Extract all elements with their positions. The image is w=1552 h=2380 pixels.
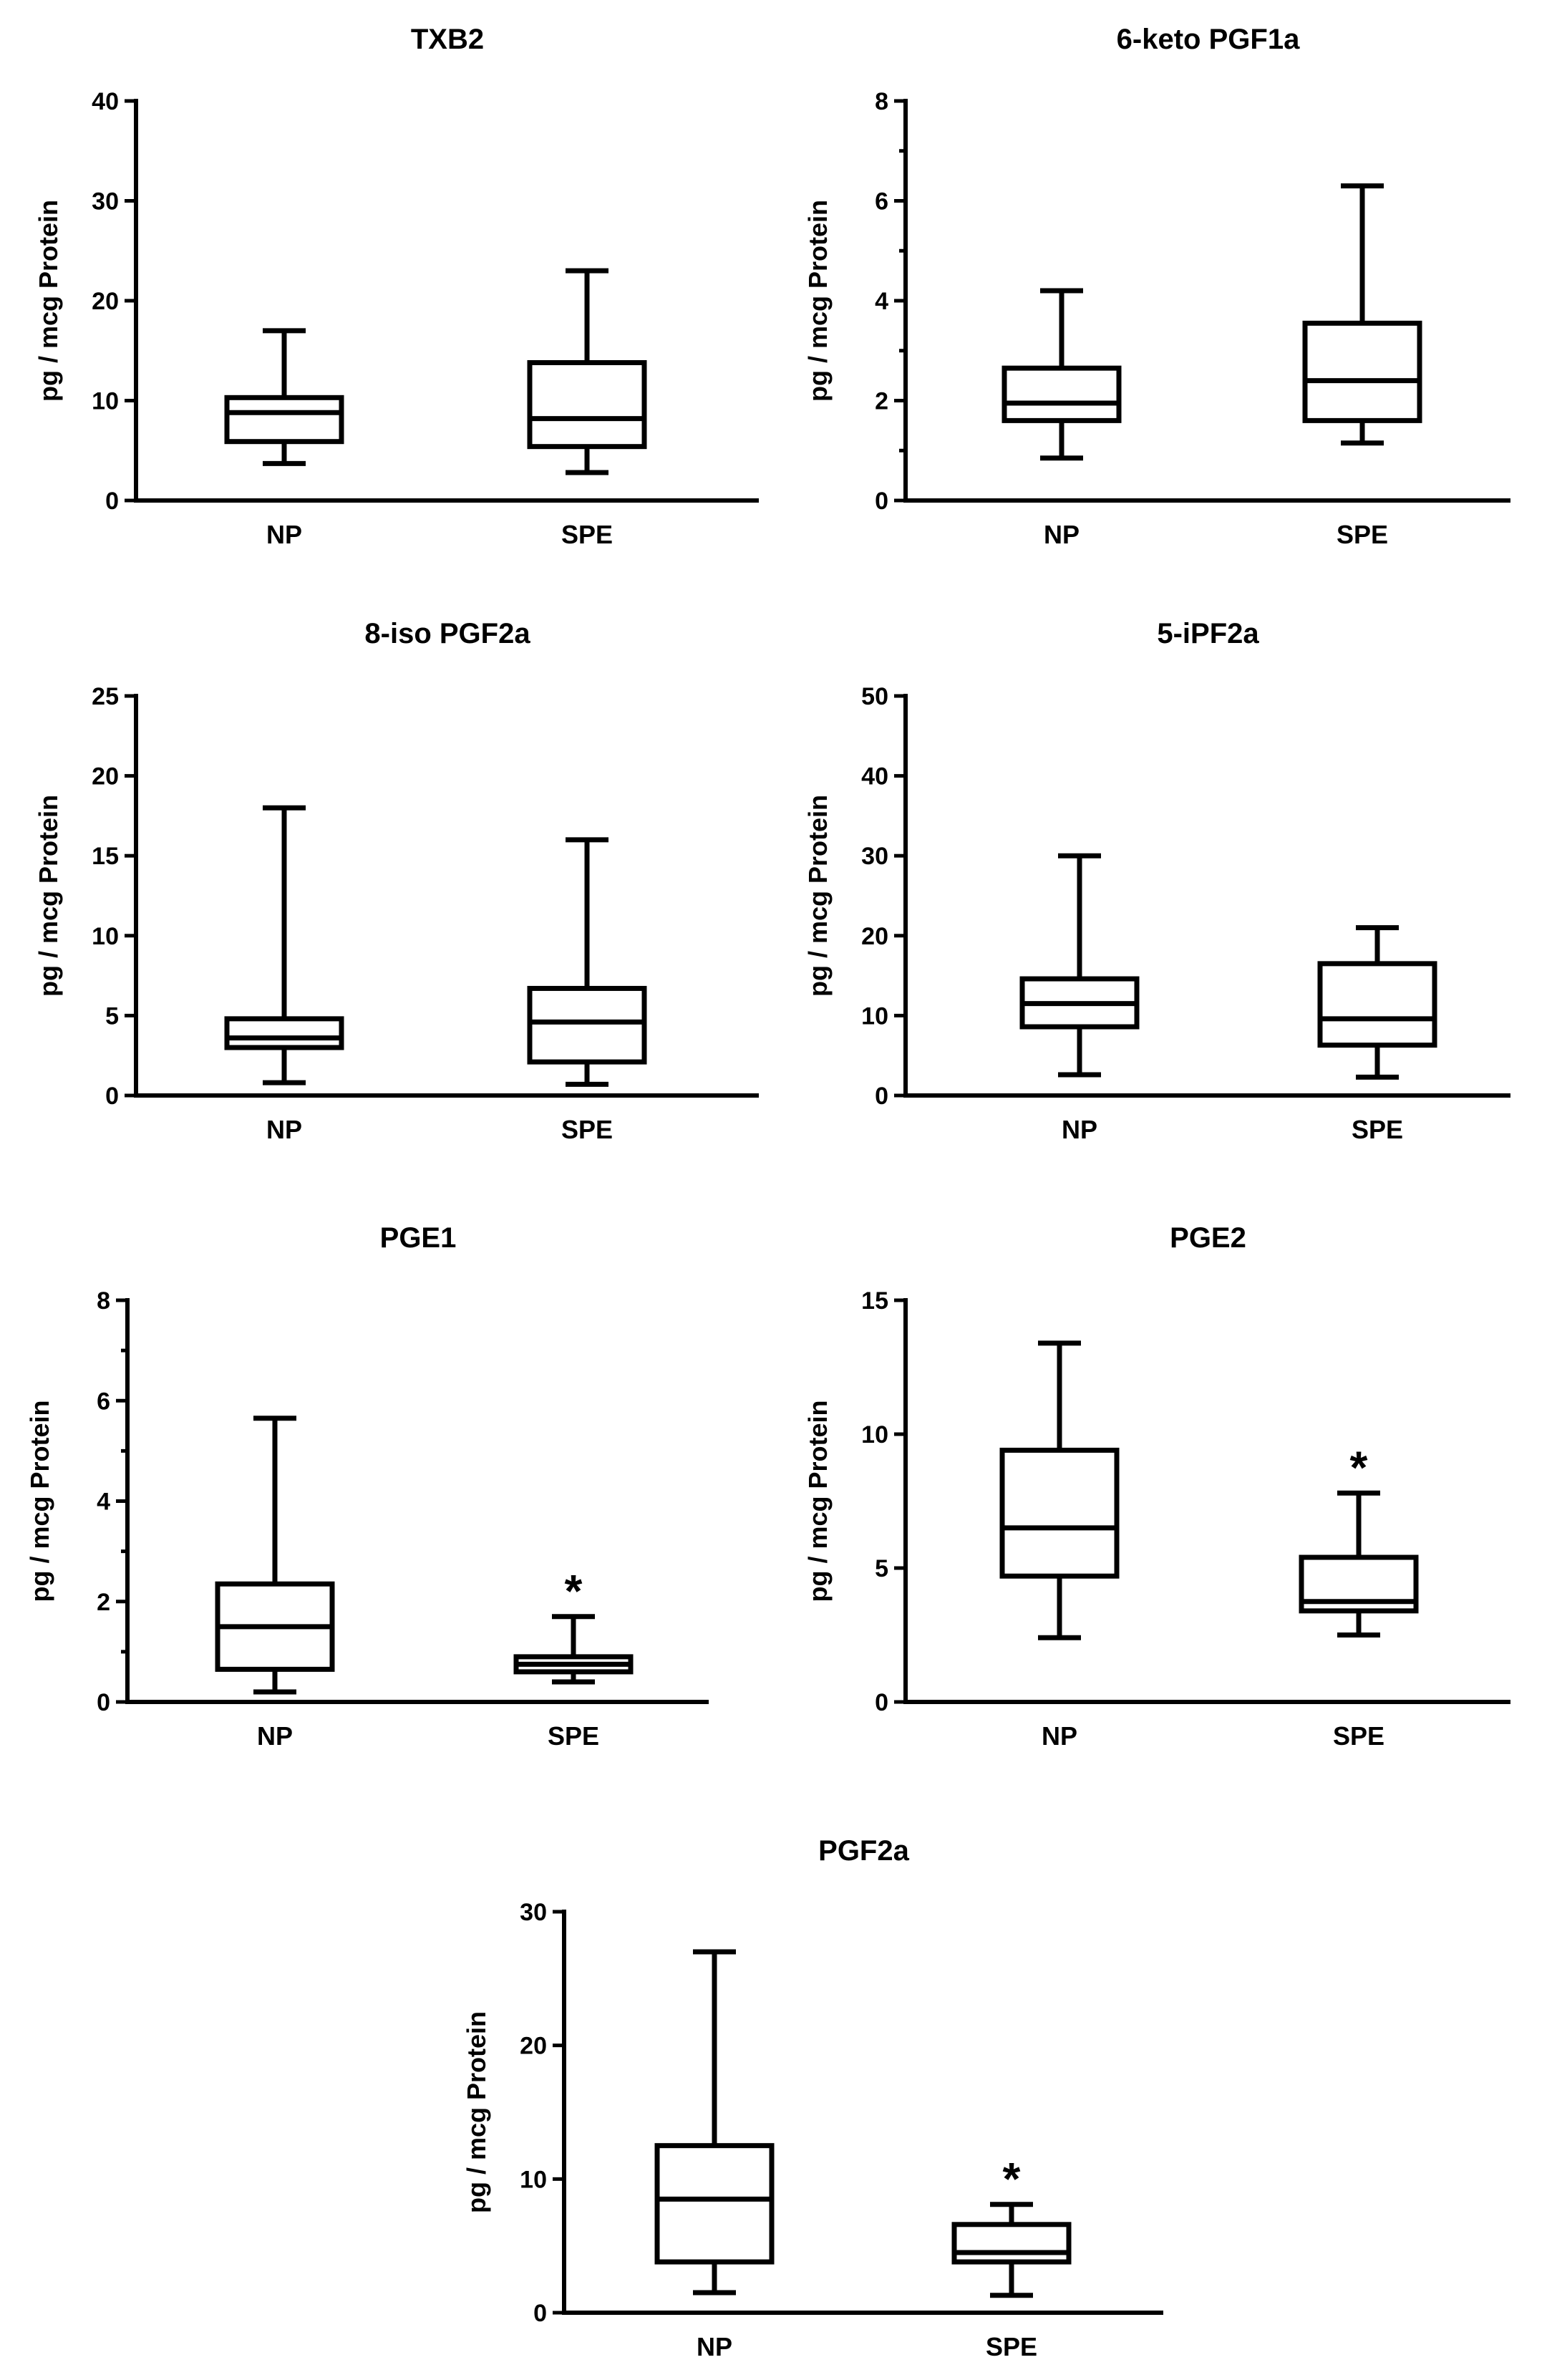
y-tick-label: 20	[520, 2033, 547, 2060]
y-tick-label: 4	[875, 288, 888, 315]
y-tick-label: 20	[861, 923, 888, 950]
y-tick-label: 40	[92, 88, 119, 115]
chart-title: PGE2	[1170, 1222, 1246, 1254]
iqr-box	[654, 2143, 775, 2265]
y-tick-label: 20	[92, 763, 119, 790]
y-tick-label: 2	[97, 1589, 110, 1616]
y-tick-label: 30	[520, 1899, 547, 1926]
x-category-label: NP	[1044, 520, 1080, 549]
x-category-label: SPE	[986, 2332, 1037, 2361]
y-tick-label: 15	[92, 843, 119, 870]
chart-title: PGF2a	[818, 1835, 909, 1867]
y-tick-label: 6	[875, 188, 888, 216]
y-axis-label: pg / mcg Protein	[34, 795, 63, 997]
chart-title: 6-keto PGF1a	[1117, 24, 1300, 55]
iqr-box	[1001, 365, 1122, 423]
significance-marker: *	[1350, 1441, 1368, 1493]
y-tick-label: 25	[92, 683, 119, 710]
x-category-label: SPE	[561, 520, 613, 549]
x-category-label: NP	[1062, 1115, 1097, 1144]
y-tick-label: 0	[875, 488, 888, 515]
y-tick-label: 10	[861, 1421, 888, 1448]
y-tick-label: 15	[861, 1287, 888, 1315]
chart-panel: PGE1 pg / mcg Protein 0 2 4 6 8 NP SPE *	[25, 1222, 709, 1751]
y-tick-label: 10	[520, 2166, 547, 2193]
y-tick-label: 40	[861, 763, 888, 790]
chart-panel: 6-keto PGF1a pg / mcg Protein 0 2 4 6 8 NP SPE	[803, 24, 1510, 549]
iqr-box	[1317, 961, 1437, 1048]
iqr-box	[527, 359, 647, 450]
chart-title: 8-iso PGF2a	[364, 618, 530, 649]
y-tick-label: 6	[97, 1388, 110, 1415]
y-axis-label: pg / mcg Protein	[462, 2011, 491, 2213]
y-axis-label: pg / mcg Protein	[803, 795, 833, 997]
iqr-box	[951, 2222, 1072, 2265]
y-tick-label: 0	[875, 1689, 888, 1716]
y-tick-label: 0	[105, 1083, 119, 1110]
chart-panel: PGF2a pg / mcg Protein 0 10 20 30 NP SPE *	[462, 1835, 1163, 2361]
y-tick-label: 5	[875, 1555, 888, 1582]
y-tick-label: 10	[92, 388, 119, 415]
iqr-box	[999, 1447, 1120, 1579]
x-category-label: NP	[266, 520, 302, 549]
x-category-label: NP	[1042, 1721, 1077, 1751]
y-tick-label: 10	[861, 1002, 888, 1030]
x-category-label: SPE	[1337, 520, 1388, 549]
y-axis-label: pg / mcg Protein	[34, 200, 63, 402]
iqr-box	[1302, 320, 1422, 423]
x-category-label: SPE	[548, 1721, 599, 1751]
chart-panel: 8-iso PGF2a pg / mcg Protein 0 5 10 15 20 25 NP S…	[34, 618, 759, 1144]
iqr-box	[224, 395, 344, 445]
y-tick-label: 5	[105, 1002, 119, 1030]
significance-marker: *	[1003, 2153, 1021, 2205]
y-tick-label: 50	[861, 683, 888, 710]
chart-title: 5-iPF2a	[1157, 618, 1259, 649]
y-tick-label: 0	[533, 2300, 547, 2327]
y-tick-label: 0	[97, 1689, 110, 1716]
chart-panel: 5-iPF2a pg / mcg Protein 0 10 20 30 40 50 NP SPE	[803, 618, 1510, 1144]
chart-panel: PGE2 pg / mcg Protein 0 5 10 15 NP SPE *	[803, 1222, 1510, 1751]
y-tick-label: 8	[875, 88, 888, 115]
x-category-label: NP	[266, 1115, 302, 1144]
chart-title: TXB2	[411, 24, 484, 55]
y-tick-label: 4	[97, 1489, 110, 1516]
y-tick-label: 0	[875, 1083, 888, 1110]
y-tick-label: 10	[92, 923, 119, 950]
y-tick-label: 0	[105, 488, 119, 515]
y-axis-label: pg / mcg Protein	[803, 1400, 833, 1602]
x-category-label: NP	[257, 1721, 293, 1751]
y-tick-label: 30	[861, 843, 888, 870]
x-category-label: SPE	[1333, 1721, 1384, 1751]
y-tick-label: 2	[875, 388, 888, 415]
chart-title: PGE1	[380, 1222, 457, 1254]
y-axis-label: pg / mcg Protein	[25, 1400, 54, 1602]
y-tick-label: 20	[92, 288, 119, 315]
y-tick-label: 30	[92, 188, 119, 216]
x-category-label: NP	[697, 2332, 732, 2361]
iqr-box	[527, 985, 647, 1065]
y-axis-label: pg / mcg Protein	[803, 200, 833, 402]
x-category-label: SPE	[561, 1115, 613, 1144]
y-tick-label: 8	[97, 1287, 110, 1315]
x-category-label: SPE	[1352, 1115, 1403, 1144]
significance-marker: *	[565, 1565, 583, 1617]
chart-panel: TXB2 pg / mcg Protein 0 10 20 30 40 NP SPE	[34, 24, 759, 549]
iqr-box	[224, 1016, 344, 1050]
